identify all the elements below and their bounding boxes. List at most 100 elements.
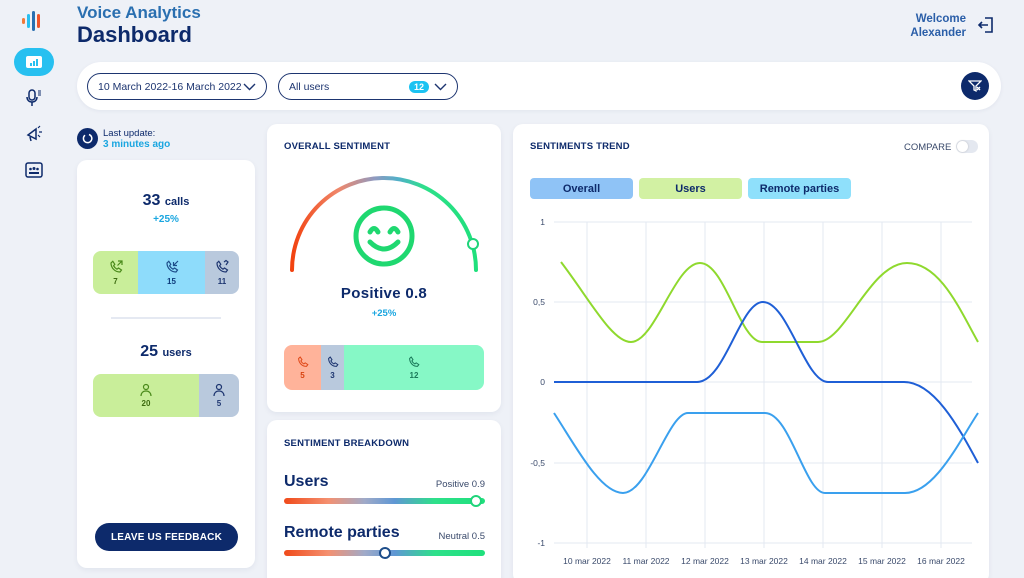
legend-overall[interactable]: Overall — [530, 178, 633, 199]
missed-call-icon — [216, 259, 229, 273]
phone-icon — [297, 356, 309, 367]
missed-calls-segment[interactable]: 11 — [205, 251, 239, 294]
svg-text:-1: -1 — [537, 538, 545, 548]
page-title: Dashboard — [77, 22, 192, 47]
series-overall-line — [554, 300, 979, 464]
legend-users[interactable]: Users — [639, 178, 742, 199]
remote-parties-sentiment-knob — [379, 547, 391, 559]
sentiments-trend-chart: 1 0,5 0 -0,5 -1 10 mar 2022 11 mar 2022 … — [530, 217, 979, 566]
negative-calls-segment[interactable]: 5 — [284, 345, 321, 390]
clear-filter-button[interactable] — [961, 72, 989, 100]
users-sentiment-label: Users — [284, 473, 329, 490]
compare-label: COMPARE — [904, 142, 952, 153]
sidebar-item-dashboard[interactable] — [14, 48, 54, 76]
positive-calls-segment[interactable]: 12 — [344, 345, 484, 390]
sentiment-change: +25% — [371, 308, 397, 319]
series-users-line — [560, 261, 979, 344]
user-icon — [213, 383, 225, 397]
team-icon — [25, 162, 43, 178]
user-name: Alexander — [910, 27, 966, 39]
app-logo — [22, 10, 48, 32]
compare-toggle[interactable] — [956, 140, 978, 153]
card-title: OVERALL SENTIMENT — [284, 141, 391, 152]
svg-text:16 mar 2022: 16 mar 2022 — [917, 556, 965, 566]
chart-icon — [26, 56, 42, 68]
series-remote-parties-line — [553, 412, 979, 495]
calls-number: 33 — [142, 192, 161, 209]
leave-feedback-button[interactable]: LEAVE US FEEDBACK — [95, 523, 238, 551]
calls-count: 33 calls — [77, 192, 255, 210]
negative-calls-value: 5 — [300, 371, 305, 380]
sidebar-item-campaigns[interactable] — [14, 120, 54, 148]
chart-grid — [554, 221, 972, 548]
svg-text:11 mar 2022: 11 mar 2022 — [622, 556, 669, 566]
svg-text:0,5: 0,5 — [533, 297, 545, 307]
users-count-badge: 12 — [408, 80, 429, 93]
remote-parties-sentiment-value: Neutral 0.5 — [438, 531, 485, 542]
megaphone-icon — [26, 125, 42, 142]
microphone-icon — [26, 89, 41, 106]
sidebar-item-recordings[interactable] — [14, 84, 54, 112]
divider — [111, 317, 221, 319]
users-sentiment-value: Positive 0.9 — [435, 479, 485, 490]
neutral-calls-value: 3 — [330, 371, 335, 380]
sentiment-breakdown-card: SENTIMENT BREAKDOWN Users Positive 0.9 R… — [267, 420, 501, 578]
smiley-icon — [353, 205, 415, 267]
users-number: 25 — [140, 343, 158, 360]
calls-unit: calls — [164, 196, 190, 208]
phone-icon — [409, 356, 420, 367]
users-sentiment-knob — [470, 495, 482, 507]
welcome-label: Welcome — [915, 13, 966, 25]
logout-button[interactable] — [977, 16, 995, 39]
remote-parties-sentiment-label: Remote parties — [284, 524, 400, 541]
sidebar-item-teams[interactable] — [14, 156, 54, 184]
sentiment-gauge — [290, 176, 479, 272]
card-title: SENTIMENTS TREND — [530, 141, 630, 152]
active-users-segment[interactable]: 20 — [93, 374, 199, 417]
sentiment-calls-bar: 5 3 12 — [284, 345, 484, 390]
outgoing-call-icon — [109, 260, 123, 273]
calls-breakdown-bar: 7 15 11 — [93, 251, 239, 294]
welcome-text: Welcome Alexander — [910, 12, 966, 40]
chevron-down-icon — [434, 83, 447, 90]
users-count: 25 users — [77, 343, 255, 361]
incoming-call-icon — [165, 260, 178, 273]
date-range-select[interactable]: 10 March 2022-16 March 2022 — [87, 73, 267, 100]
logout-icon — [977, 17, 993, 33]
incoming-calls-value: 15 — [167, 277, 176, 286]
filter-bar: 10 March 2022-16 March 2022 All users 12 — [77, 62, 1001, 110]
svg-text:12 mar 2022: 12 mar 2022 — [681, 556, 729, 566]
filter-clear-icon — [968, 80, 982, 93]
incoming-calls-segment[interactable]: 15 — [138, 251, 205, 294]
refresh-button[interactable] — [77, 128, 98, 149]
svg-text:-0,5: -0,5 — [530, 458, 545, 468]
inactive-users-segment[interactable]: 5 — [199, 374, 239, 417]
active-users-value: 20 — [141, 399, 151, 408]
outgoing-calls-segment[interactable]: 7 — [93, 251, 138, 294]
date-range-value: 10 March 2022-16 March 2022 — [98, 80, 242, 93]
users-select[interactable]: All users 12 — [278, 73, 458, 100]
stats-card: 33 calls +25% 7 15 11 25 users 20 5 — [77, 160, 255, 568]
last-update-value: 3 minutes ago — [103, 139, 171, 150]
last-update-label: Last update: — [103, 128, 156, 139]
users-sentiment-slider — [284, 498, 485, 504]
calls-change: +25% — [153, 214, 179, 225]
missed-calls-value: 11 — [217, 277, 227, 286]
svg-text:13 mar 2022: 13 mar 2022 — [740, 556, 788, 566]
inactive-users-value: 5 — [216, 399, 222, 408]
users-select-value: All users — [289, 80, 330, 93]
chevron-down-icon — [243, 83, 256, 90]
svg-text:10 mar 2022: 10 mar 2022 — [563, 556, 611, 566]
positive-calls-value: 12 — [409, 371, 419, 380]
outgoing-calls-value: 7 — [113, 277, 118, 286]
sentiment-score: Positive 0.8 — [340, 285, 428, 302]
legend-remote-parties[interactable]: Remote parties — [748, 178, 851, 199]
app-subtitle: Voice Analytics — [77, 3, 201, 22]
x-axis-labels: 10 mar 2022 11 mar 2022 12 mar 2022 13 m… — [563, 556, 965, 566]
users-unit: users — [162, 347, 192, 359]
overall-sentiment-card: OVERALL SENTIMENT Positive 0.8 +25% 5 — [267, 124, 501, 412]
y-axis-labels: 1 0,5 0 -0,5 -1 — [530, 217, 545, 548]
card-title: SENTIMENT BREAKDOWN — [284, 438, 410, 449]
svg-text:1: 1 — [540, 217, 545, 227]
neutral-calls-segment[interactable]: 3 — [321, 345, 344, 390]
